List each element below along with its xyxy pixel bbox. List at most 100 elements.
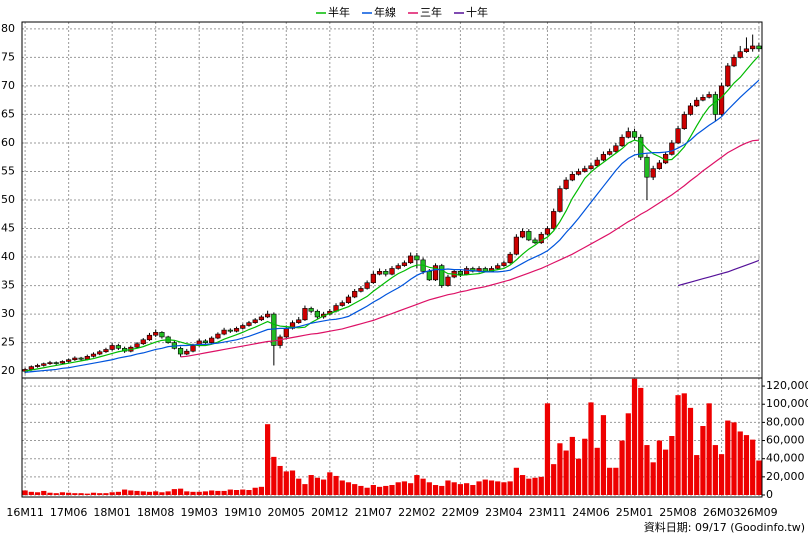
candle-body	[252, 319, 258, 323]
volume-bar	[277, 465, 283, 495]
candle-body	[177, 348, 184, 355]
candle-body	[277, 336, 283, 346]
candle-body	[625, 131, 631, 138]
volume-bar	[314, 477, 320, 495]
volume-bar	[544, 403, 551, 495]
candle-body	[84, 356, 90, 360]
x-tick-label: 19M03	[180, 506, 218, 519]
x-tick-label: 19M10	[224, 506, 262, 519]
volume-bar	[78, 493, 84, 495]
candle-body	[221, 329, 227, 335]
volume-bar	[190, 491, 196, 495]
candle-body	[557, 188, 563, 212]
volume-bar	[84, 493, 90, 495]
volume-bar	[333, 475, 339, 495]
legend-label: 年線	[374, 5, 396, 19]
candle-body	[426, 271, 432, 281]
y-tick-label: 45	[1, 222, 15, 235]
volume-bar	[631, 378, 638, 495]
volume-bar	[320, 479, 327, 495]
candle-body	[656, 162, 662, 169]
volume-bar	[59, 492, 66, 495]
candle-body	[240, 325, 246, 329]
candle-body	[439, 265, 445, 286]
y2-tick-label: 60,000	[766, 434, 805, 447]
legend-label: 三年	[420, 5, 442, 19]
candle-body	[370, 273, 376, 284]
volume-bar	[66, 492, 72, 495]
volume-bar	[395, 482, 401, 495]
ma-line	[180, 139, 759, 358]
candle-body	[607, 151, 613, 155]
volume-bar	[575, 458, 582, 495]
candle-body	[526, 231, 532, 241]
candle-body	[414, 255, 420, 261]
y2-tick-label: 100,000	[766, 397, 808, 410]
candle-body	[258, 316, 265, 321]
candle-body	[376, 271, 383, 275]
volume-bar	[470, 485, 476, 495]
volume-bar	[663, 449, 669, 495]
volume-bar	[72, 493, 78, 495]
footer: 資料日期: 09/17 (Goodinfo.tw)	[644, 520, 805, 534]
volume-bar	[22, 490, 28, 495]
candle-body	[519, 231, 526, 238]
volume-bar	[712, 445, 718, 495]
volume-bar	[457, 484, 464, 495]
candle-body	[41, 363, 47, 366]
x-tick-label: 26M09	[740, 506, 778, 519]
volume-bar	[339, 480, 345, 495]
volume-bar	[196, 491, 202, 495]
candle-body	[215, 333, 221, 339]
volume-bar	[128, 490, 134, 495]
volume-bar	[227, 489, 233, 495]
x-tick-label: 18M08	[137, 506, 175, 519]
y2-tick-label: 120,000	[766, 379, 808, 392]
candle-body	[383, 271, 389, 275]
x-tick-label: 25M08	[659, 506, 697, 519]
ma-line	[677, 259, 760, 287]
ma-line	[25, 55, 760, 372]
volume-bar	[146, 491, 153, 495]
volume-bar	[302, 484, 308, 495]
candle-body	[613, 145, 619, 152]
candle-body	[34, 365, 41, 367]
volume-bar	[159, 492, 165, 495]
volume-bar	[532, 477, 538, 495]
volume-bar	[47, 492, 53, 495]
candle-body	[600, 154, 607, 161]
legend-label: 十年	[466, 5, 488, 19]
candle-body	[314, 310, 320, 318]
candle-body	[283, 328, 289, 338]
volume-bar	[519, 475, 526, 495]
volume-bar	[700, 426, 706, 495]
volume-bar	[687, 407, 694, 495]
candle-body	[582, 168, 588, 172]
volume-bar	[656, 440, 663, 495]
candle-body	[352, 290, 358, 298]
candle-body	[445, 276, 451, 286]
candle-body	[575, 171, 582, 175]
x-tick-label: 23M11	[529, 506, 567, 519]
candle-body	[432, 265, 439, 281]
volume-bar	[737, 431, 743, 495]
candle-body	[507, 253, 513, 264]
volume-bar	[750, 439, 756, 495]
volume-bar	[109, 492, 115, 495]
candle-body	[66, 359, 72, 362]
volume-bar	[90, 492, 97, 495]
volume-bar	[115, 491, 121, 495]
volume-bar	[613, 467, 619, 495]
volume-bar	[221, 490, 227, 495]
volume-bar	[41, 490, 47, 495]
volume-bar	[600, 415, 607, 495]
volume-bar	[308, 475, 314, 495]
x-tick-label: 22M02	[398, 506, 436, 519]
candle-body	[184, 350, 190, 355]
volume-bar	[464, 483, 470, 495]
candle-body	[202, 340, 209, 343]
volume-bar	[756, 460, 762, 495]
y-tick-label: 65	[1, 107, 15, 120]
candle-body	[681, 114, 687, 129]
volume-bar	[445, 480, 451, 495]
